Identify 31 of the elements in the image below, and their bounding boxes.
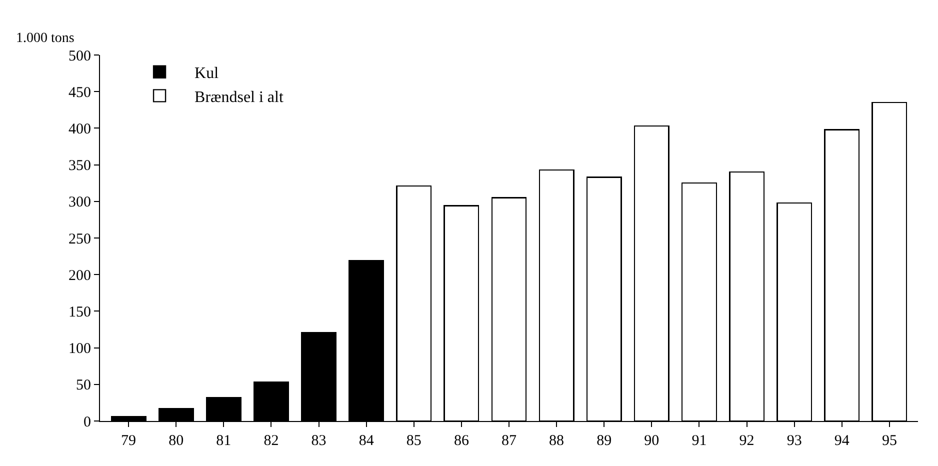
x-tick-label: 82 <box>264 433 279 449</box>
y-tick-label: 500 <box>68 48 91 64</box>
x-tick-label: 85 <box>406 433 422 449</box>
y-tick-label: 0 <box>84 414 91 430</box>
x-tick-label: 92 <box>739 433 754 449</box>
y-tick-label: 350 <box>68 158 91 174</box>
legend-label: Brændsel i alt <box>194 88 284 106</box>
x-tick-label: 93 <box>786 433 802 449</box>
x-tick-label: 80 <box>168 433 184 449</box>
x-tick-label: 79 <box>121 433 136 449</box>
x-tick-label: 95 <box>882 433 897 449</box>
x-tick-label: 91 <box>692 433 707 449</box>
y-tick-label: 250 <box>68 231 91 248</box>
x-tick-label: 86 <box>454 433 470 449</box>
x-tick-label: 94 <box>834 433 850 449</box>
x-tick-label: 84 <box>358 433 374 449</box>
x-tick-label: 83 <box>311 433 326 449</box>
y-tick-label: 400 <box>68 121 91 138</box>
y-tick-label: 300 <box>68 194 91 211</box>
y-tick-label: 50 <box>76 378 91 394</box>
y-tick-label: 200 <box>68 268 91 284</box>
x-tick-label: 90 <box>644 433 660 449</box>
x-tick-label: 88 <box>549 433 564 449</box>
x-tick-label: 81 <box>216 433 232 449</box>
x-tick-label: 87 <box>502 433 517 449</box>
legend-label: Kul <box>194 65 220 82</box>
y-tick-label: 100 <box>68 341 91 358</box>
y-axis-title: 1.000 tons <box>16 31 74 46</box>
y-tick-label: 150 <box>68 304 91 320</box>
y-tick-label: 450 <box>68 84 91 101</box>
x-tick-label: 89 <box>596 433 612 449</box>
